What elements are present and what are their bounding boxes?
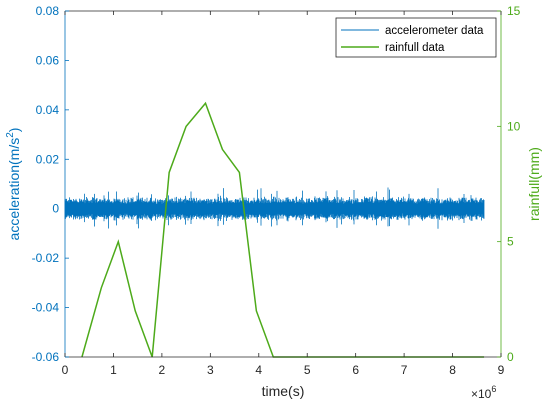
legend-box: [335, 17, 497, 58]
left-tick-label: -0.04: [32, 301, 60, 315]
left-tick-label: 0.04: [36, 103, 60, 117]
legend-label-accelerometer: accelerometer data: [385, 25, 484, 37]
left-tick-label: 0: [52, 202, 59, 216]
left-tick-label: 0.02: [36, 152, 60, 166]
x-tick-label: 1: [110, 363, 117, 377]
left-axis-label: acceleration(m/s2): [5, 128, 22, 241]
plot-area: [65, 11, 501, 357]
axes: [64, 10, 502, 358]
right-tick-label: 15: [507, 4, 521, 18]
x-tick-label: 0: [62, 363, 69, 377]
right-tick-label: 0: [507, 350, 514, 364]
x-tick-label: 8: [449, 363, 456, 377]
x-tick-label: 2: [159, 363, 166, 377]
left-tick-label: 0.08: [36, 4, 60, 18]
x-tick-label: 4: [255, 363, 262, 377]
left-tick-label: -0.06: [32, 350, 60, 364]
right-axis-label: rainfull(mm): [526, 147, 542, 221]
x-tick-label: 7: [401, 363, 408, 377]
left-tick-label: -0.02: [32, 251, 60, 265]
x-tick-label: 3: [207, 363, 214, 377]
x-axis-label: time(s): [262, 383, 305, 399]
tick-labels: 0 1 2 3 4 5 6 7 8 9 -0.06 -0.04 -0.02 0 0.02 0.04 0.06 0.…: [32, 4, 521, 377]
x-exponent-label: ×106: [471, 384, 496, 401]
legend: accelerometer data rainfull data: [335, 17, 497, 58]
x-tick-label: 5: [304, 363, 311, 377]
left-tick-label: 0.06: [36, 53, 60, 67]
x-tick-label: 9: [498, 363, 505, 377]
x-tick-label: 6: [352, 363, 359, 377]
legend-label-rainfall: rainfull data: [385, 42, 445, 54]
right-tick-label: 10: [507, 119, 521, 133]
right-tick-label: 5: [507, 235, 514, 249]
